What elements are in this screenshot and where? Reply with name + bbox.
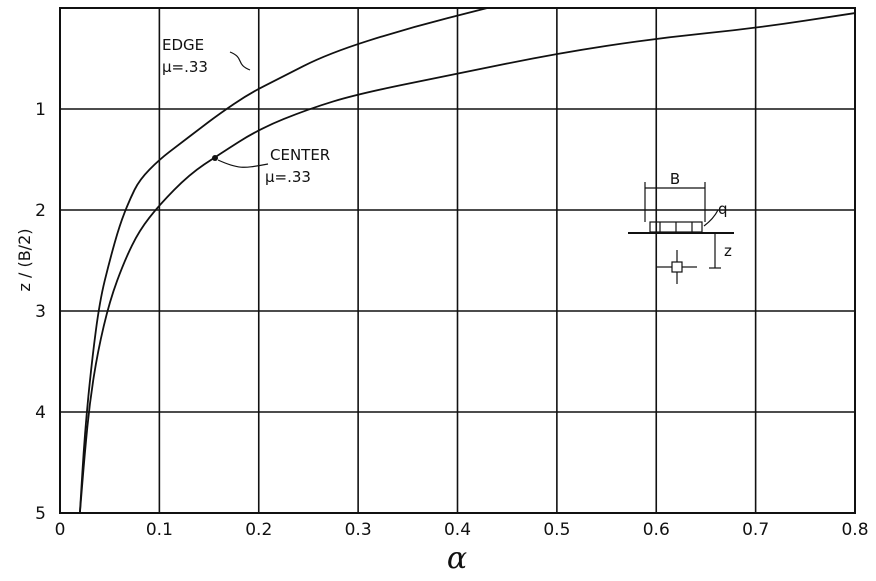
inset-depth-label: z xyxy=(724,242,732,260)
edge-mu-label: μ=.33 xyxy=(162,58,208,76)
y-tick-label: 2 xyxy=(35,201,46,221)
edge-leader-line xyxy=(229,51,251,71)
x-tick-label: 0 xyxy=(55,520,66,540)
y-tick-label: 3 xyxy=(35,302,46,322)
x-axis-label: α xyxy=(447,541,467,576)
center-leader-line xyxy=(217,159,269,168)
footing-inset-diagram: B q z xyxy=(628,170,734,284)
x-tick-label: 0.3 xyxy=(345,520,372,540)
x-tick-label: 0.8 xyxy=(841,520,868,540)
grid xyxy=(59,8,856,514)
center-label: CENTER xyxy=(270,146,330,164)
inset-soil-element xyxy=(671,261,683,273)
inset-load-label: q xyxy=(718,200,728,218)
x-tick-label: 0.2 xyxy=(245,520,272,540)
x-tick-label: 0.4 xyxy=(444,520,471,540)
y-tick-label: 1 xyxy=(35,100,46,120)
curves xyxy=(78,7,856,514)
y-axis-label: z / (B/2) xyxy=(15,229,34,292)
plot-frame xyxy=(59,7,856,514)
edge-label: EDGE xyxy=(162,36,204,54)
x-tick-label: 0.1 xyxy=(146,520,173,540)
tick-labels: 0 0.1 0.2 0.3 0.4 0.5 0.6 0.7 0.8 1 2 3 4 5 xyxy=(35,100,868,540)
x-tick-label: 0.5 xyxy=(543,520,570,540)
series-line-edge xyxy=(78,7,488,514)
center-leader-dot xyxy=(212,155,218,161)
y-tick-label: 5 xyxy=(35,504,46,524)
center-mu-label: μ=.33 xyxy=(265,168,311,186)
inset-width-label: B xyxy=(670,170,680,188)
x-tick-label: 0.6 xyxy=(643,520,670,540)
y-tick-label: 4 xyxy=(35,403,46,423)
inset-load-leader xyxy=(703,209,719,227)
series-line-center xyxy=(78,12,856,514)
x-tick-label: 0.7 xyxy=(742,520,769,540)
